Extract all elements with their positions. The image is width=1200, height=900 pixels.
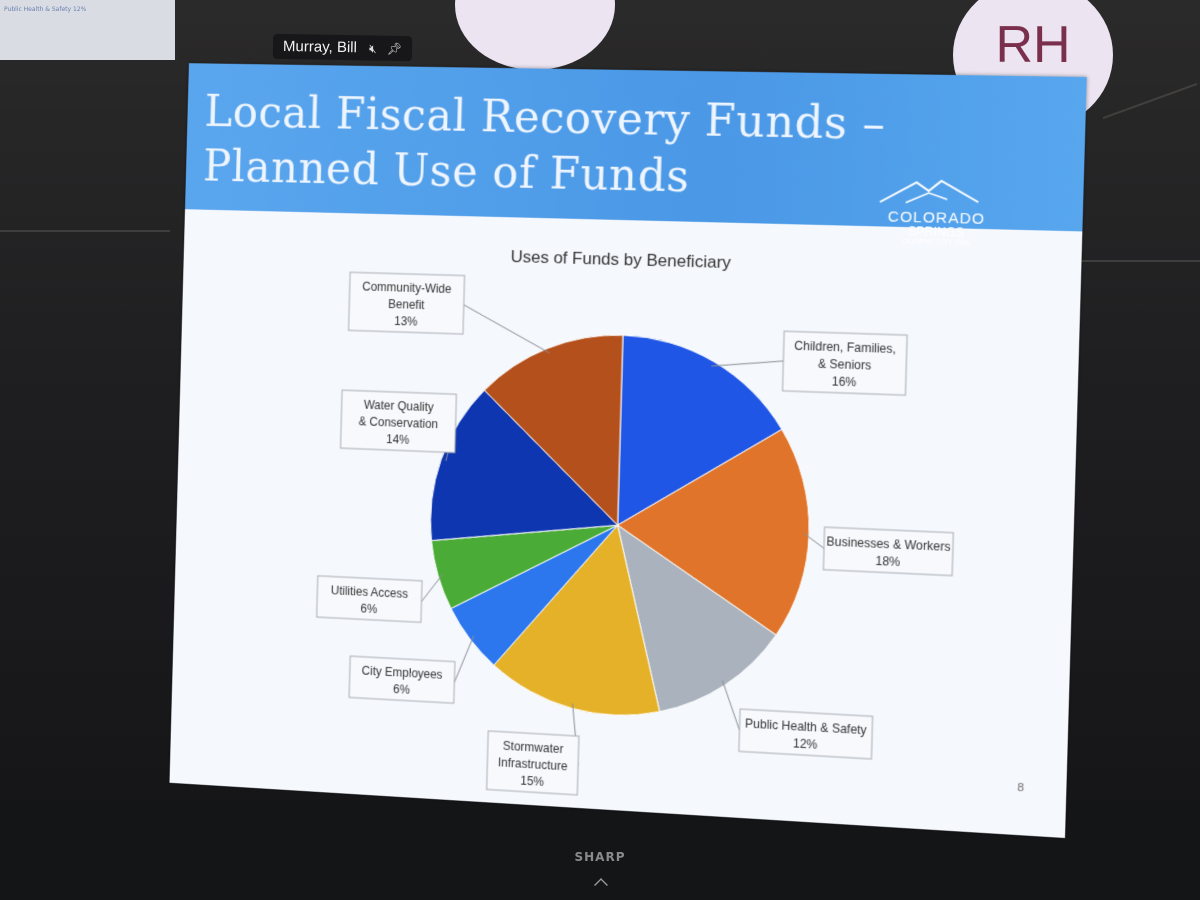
avatar-initials: RH xyxy=(995,16,1070,74)
mic-muted-icon: 🔇︎ xyxy=(928,104,936,119)
participant-tile-left: Public Health & Safety 12% xyxy=(0,0,178,60)
avatar-initials: M xyxy=(510,0,560,8)
pin-icon[interactable]: 📌︎ xyxy=(946,105,962,120)
participant-name: Murray, Bill xyxy=(283,38,357,56)
chevron-up-icon[interactable] xyxy=(594,878,608,892)
tv-brand-label: SHARP xyxy=(0,850,1200,864)
participant-label-murray[interactable]: Murray, Bill 🔇︎ 📌︎ xyxy=(273,34,412,61)
ceiling-line xyxy=(0,230,170,232)
mic-muted-icon: 🔇︎ xyxy=(369,41,377,56)
pin-icon[interactable]: 📌︎ xyxy=(387,42,402,56)
participant-name: Helms, Randy xyxy=(822,96,917,118)
tile-text: Public Health & Safety 12% xyxy=(4,6,86,13)
ceiling-line xyxy=(1080,260,1200,262)
ceiling-line xyxy=(1103,83,1198,119)
tv-frame: SHARP xyxy=(0,800,1200,900)
